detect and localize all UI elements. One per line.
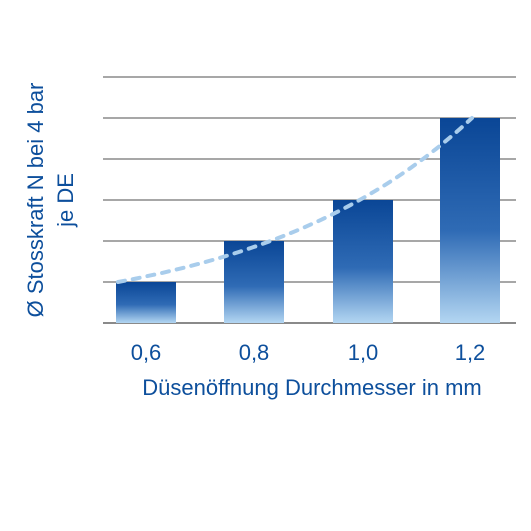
bar-1,0 [333, 200, 393, 323]
x-tick-labels: 0,6 0,8 1,0 1,2 [131, 340, 486, 365]
y-axis-label-line1: Ø Stosskraft N bei 4 bar [23, 83, 48, 318]
bar-1,2 [440, 118, 500, 323]
x-tick-label-0,8: 0,8 [239, 340, 270, 365]
x-tick-label-0,6: 0,6 [131, 340, 162, 365]
bar-0,6 [116, 282, 176, 323]
trend-line [116, 116, 474, 284]
x-tick-label-1,2: 1,2 [455, 340, 486, 365]
bars [116, 118, 500, 323]
trend-curve [116, 116, 474, 284]
y-axis-label-line2: je DE [53, 173, 78, 228]
x-axis-label: Düsenöffnung Durchmesser in mm [142, 375, 482, 400]
x-tick-label-1,0: 1,0 [348, 340, 379, 365]
